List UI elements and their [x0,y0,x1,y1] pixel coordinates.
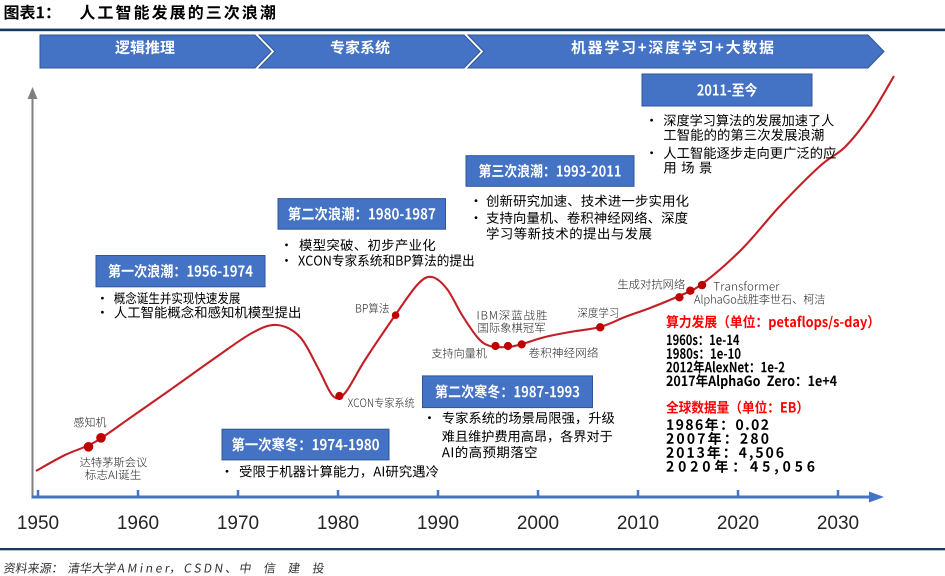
svg-text:1970: 1970 [217,513,259,534]
svg-text:1980: 1980 [317,513,359,534]
svg-text:2030: 2030 [817,513,859,534]
svg-text:2010: 2010 [617,513,659,534]
svg-text:1990: 1990 [417,513,459,534]
svg-text:1950: 1950 [17,513,59,534]
svg-text:2000: 2000 [517,513,559,534]
svg-text:2020: 2020 [717,513,759,534]
svg-text:1960: 1960 [117,513,159,534]
